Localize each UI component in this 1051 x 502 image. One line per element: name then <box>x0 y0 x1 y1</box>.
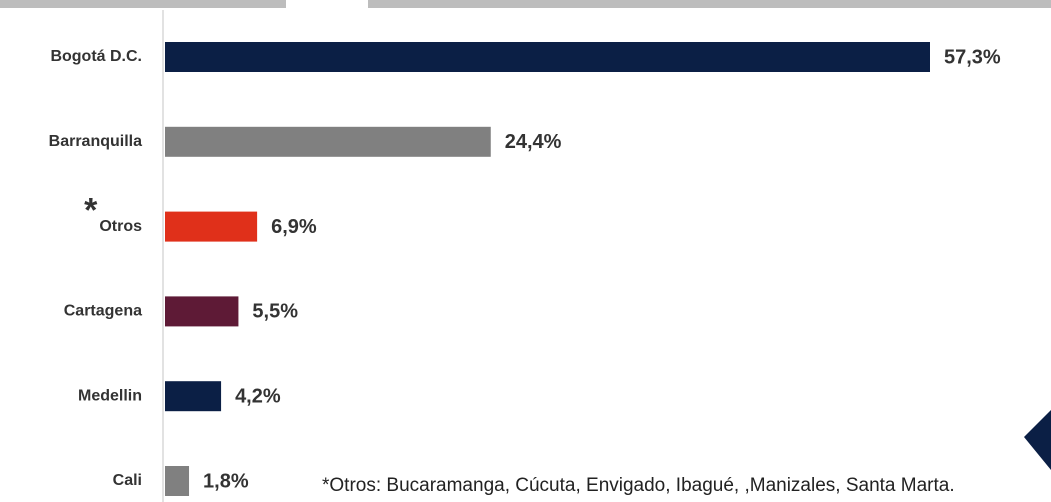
value-label: 24,4% <box>505 131 562 153</box>
value-label: 4,2% <box>235 385 281 407</box>
top-strip <box>0 0 1051 8</box>
top-strip-gap <box>286 0 368 8</box>
value-label: 1,8% <box>203 470 249 492</box>
category-label: Medellin <box>78 387 142 404</box>
bar <box>165 381 222 412</box>
footnote: *Otros: Bucaramanga, Cúcuta, Envigado, I… <box>322 475 955 496</box>
bar <box>165 466 190 496</box>
asterisk: * <box>84 192 98 230</box>
category-label: Barranquilla <box>49 133 142 150</box>
value-label: 57,3% <box>944 46 1001 68</box>
category-label: Bogotá D.C. <box>50 48 142 65</box>
category-label: Cali <box>113 472 142 489</box>
corner-logo <box>1024 410 1051 470</box>
bar <box>165 126 491 157</box>
category-label: Otros <box>99 218 142 235</box>
bar <box>165 296 239 327</box>
value-label: 6,9% <box>271 216 317 238</box>
value-label: 5,5% <box>252 301 298 323</box>
category-label: Cartagena <box>64 303 142 320</box>
bar <box>165 211 258 242</box>
bar <box>165 42 930 72</box>
